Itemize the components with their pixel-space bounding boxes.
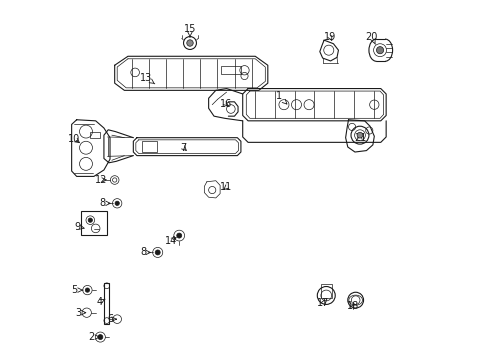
Text: 16: 16: [219, 99, 231, 109]
Text: 17: 17: [317, 298, 329, 308]
Text: 1: 1: [275, 91, 286, 104]
Circle shape: [356, 132, 362, 138]
Bar: [81, 211, 107, 234]
Text: 8: 8: [140, 247, 150, 257]
Bar: [142, 141, 156, 152]
Circle shape: [88, 218, 92, 222]
Text: 6: 6: [107, 314, 116, 324]
Text: 7: 7: [180, 143, 186, 153]
Circle shape: [186, 40, 193, 46]
Bar: [320, 284, 331, 298]
Circle shape: [115, 201, 119, 206]
Text: 19: 19: [323, 32, 335, 41]
Text: 3: 3: [76, 308, 85, 318]
Circle shape: [176, 233, 182, 238]
Text: 8: 8: [100, 198, 110, 208]
Bar: [221, 66, 241, 74]
Text: 14: 14: [164, 236, 177, 246]
Bar: [89, 132, 100, 138]
Text: 20: 20: [365, 32, 377, 44]
Circle shape: [155, 250, 160, 255]
Text: 15: 15: [183, 24, 196, 37]
Text: 5: 5: [71, 285, 82, 295]
Text: 21: 21: [353, 133, 366, 143]
Text: 4: 4: [96, 297, 105, 307]
Text: 11: 11: [220, 182, 232, 192]
Circle shape: [376, 46, 383, 54]
Text: 13: 13: [140, 73, 155, 84]
Text: 12: 12: [95, 175, 107, 185]
Bar: [104, 283, 109, 324]
Text: 9: 9: [75, 222, 84, 231]
Text: 2: 2: [88, 332, 100, 342]
Text: 10: 10: [68, 134, 80, 144]
Text: 18: 18: [346, 301, 358, 311]
Circle shape: [98, 334, 102, 339]
Circle shape: [85, 288, 89, 292]
